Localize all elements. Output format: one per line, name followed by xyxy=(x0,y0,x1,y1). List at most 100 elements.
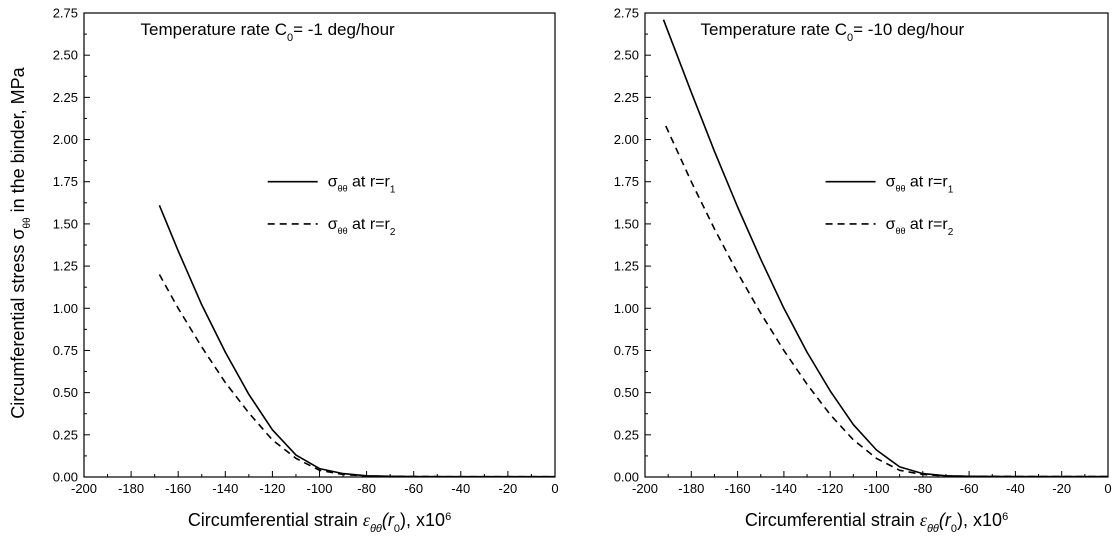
x-tick-label: -100 xyxy=(863,481,889,496)
y-axis-title-suffix: in the binder, MPa xyxy=(8,66,28,217)
x-tick-label: -80 xyxy=(357,481,376,496)
x-tick-label: -180 xyxy=(118,481,144,496)
x-tick-label: -100 xyxy=(306,481,332,496)
x-tick-label: -60 xyxy=(404,481,423,496)
x-tick-label: -40 xyxy=(451,481,470,496)
legend-r-sub: 1 xyxy=(948,184,954,195)
y-axis-title-prefix: Circumferential stress xyxy=(8,240,28,419)
y-tick-label: 0.50 xyxy=(53,385,78,400)
y-tick-label: 1.25 xyxy=(53,259,78,274)
x-tick-label: -20 xyxy=(1052,481,1071,496)
legend-sigma: σ xyxy=(328,174,338,191)
legend-sigma-sub: θθ xyxy=(895,184,905,194)
legend-sigma-sub: θθ xyxy=(895,226,905,236)
panel-title-sub: 0 xyxy=(287,32,293,44)
legend-label-1: σθθ at r=r1 xyxy=(328,174,396,196)
x-axis-title-prefix: Circumferential strain xyxy=(188,510,363,530)
panel-title-suffix: = -10 deg/hour xyxy=(853,20,964,39)
x-tick-label: -120 xyxy=(259,481,285,496)
legend-sigma: σ xyxy=(886,216,896,233)
panel-title: Temperature rate C0= -1 deg/hour xyxy=(141,20,396,44)
y-tick-label: 0.00 xyxy=(614,470,639,485)
plot-frame xyxy=(83,12,556,478)
x-tick-label: -140 xyxy=(771,481,797,496)
y-tick-label: 0.25 xyxy=(53,427,78,442)
y-tick-label: 1.50 xyxy=(53,216,78,231)
x-tick-label: -120 xyxy=(817,481,843,496)
legend-text: at r=r xyxy=(348,174,391,191)
y-tick-label: 1.25 xyxy=(614,259,639,274)
legend-r-sub: 2 xyxy=(948,226,954,237)
y-tick-label: 2.25 xyxy=(53,90,78,105)
y-tick-label: 0.50 xyxy=(614,385,639,400)
y-tick-label: 2.00 xyxy=(614,132,639,147)
y-tick-label: 2.50 xyxy=(53,48,78,63)
y-tick-label: 1.00 xyxy=(53,301,78,316)
x-axis-title: Circumferential strain εθθ(r0), x106 xyxy=(188,510,451,535)
x-axis-title-arg-open: (r xyxy=(939,510,952,530)
series-line-2 xyxy=(158,274,555,478)
legend-r-sub: 1 xyxy=(390,184,396,195)
y-tick-label: 1.00 xyxy=(614,301,639,316)
x-tick-label: -200 xyxy=(632,481,658,496)
legend-sigma: σ xyxy=(328,216,338,233)
panel-title-prefix: Temperature rate C xyxy=(141,20,287,39)
plot-frame xyxy=(644,12,1109,478)
y-tick-label: 1.75 xyxy=(614,174,639,189)
y-tick-label: 1.50 xyxy=(614,216,639,231)
x-tick-label: -20 xyxy=(499,481,518,496)
x-tick-label: 0 xyxy=(551,481,558,496)
legend-text: at r=r xyxy=(905,216,948,233)
panel-title-prefix: Temperature rate C xyxy=(701,20,847,39)
series-line-1 xyxy=(662,19,1108,478)
series-line-2 xyxy=(665,125,1108,478)
y-tick-label: 2.75 xyxy=(614,6,639,21)
y-axis-title-sub: θθ xyxy=(22,217,33,229)
chart-panel-left: -200 -180 -160 -140 -120 -100 -80 -60 -40 -20 00.0… xyxy=(53,6,559,536)
panel-title-sub: 0 xyxy=(847,32,853,44)
legend-text: at r=r xyxy=(905,174,948,191)
panel-title-suffix: = -1 deg/hour xyxy=(293,20,395,39)
y-tick-label: 0.75 xyxy=(614,343,639,358)
x-axis-title-epsilon-sub: θθ xyxy=(370,523,382,535)
x-tick-label: -60 xyxy=(960,481,979,496)
x-axis-title-epsilon: ε xyxy=(920,510,928,530)
series-line-1 xyxy=(158,204,555,478)
x-axis-title-arg-close: ), x10 xyxy=(957,510,1002,530)
x-axis-title-arg-sub: 0 xyxy=(394,523,400,535)
x-tick-label: -140 xyxy=(212,481,238,496)
y-tick-label: 0.75 xyxy=(53,343,78,358)
legend-label-2: σθθ at r=r2 xyxy=(886,216,954,238)
y-tick-label: 2.25 xyxy=(614,90,639,105)
x-tick-label: -40 xyxy=(1006,481,1025,496)
y-tick-label: 2.00 xyxy=(53,132,78,147)
x-axis-title-epsilon: ε xyxy=(363,510,371,530)
x-axis-title-prefix: Circumferential strain xyxy=(745,510,920,530)
y-axis-title-sigma: σ xyxy=(8,229,28,240)
y-axis-title: Circumferential stress σθθ in the binder… xyxy=(8,66,33,418)
x-axis-title-exponent: 6 xyxy=(445,511,451,523)
x-tick-label: -160 xyxy=(725,481,751,496)
y-tick-label: 1.75 xyxy=(53,174,78,189)
legend-sigma-sub: θθ xyxy=(338,226,348,236)
y-tick-label: 2.75 xyxy=(53,6,78,21)
legend-r-sub: 2 xyxy=(390,226,396,237)
x-axis-title-epsilon-sub: θθ xyxy=(927,523,939,535)
x-axis-title-exponent: 6 xyxy=(1002,511,1008,523)
legend-label-2: σθθ at r=r2 xyxy=(328,216,396,238)
chart-panel-right: -200 -180 -160 -140 -120 -100 -80 -60 -40 -20 00.0… xyxy=(614,6,1112,536)
x-axis-title-arg-close: ), x10 xyxy=(400,510,445,530)
y-tick-label: 0.25 xyxy=(614,427,639,442)
x-axis-title: Circumferential strain εθθ(r0), x106 xyxy=(745,510,1008,535)
legend-text: at r=r xyxy=(348,216,391,233)
x-tick-label: 0 xyxy=(1104,481,1111,496)
legend-label-1: σθθ at r=r1 xyxy=(886,174,954,196)
x-tick-label: -200 xyxy=(71,481,97,496)
panel-title: Temperature rate C0= -10 deg/hour xyxy=(701,20,965,44)
x-tick-label: -180 xyxy=(678,481,704,496)
y-tick-label: 2.50 xyxy=(614,48,639,63)
y-tick-label: 0.00 xyxy=(53,470,78,485)
x-axis-title-arg-open: (r xyxy=(382,510,395,530)
x-tick-label: -80 xyxy=(913,481,932,496)
